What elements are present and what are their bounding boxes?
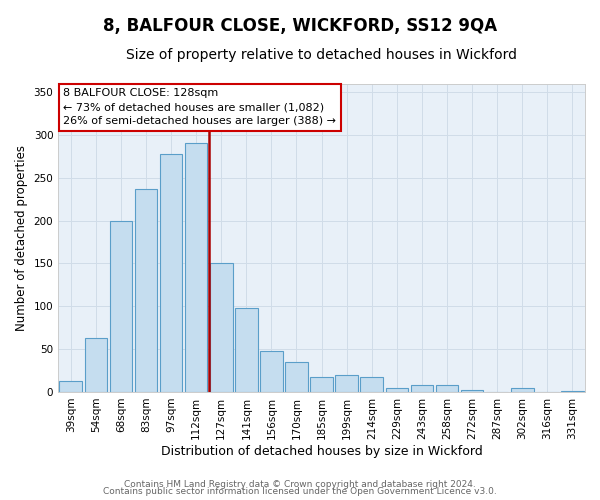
Bar — [110, 220, 132, 392]
Title: Size of property relative to detached houses in Wickford: Size of property relative to detached ho… — [126, 48, 517, 62]
Bar — [235, 308, 257, 392]
Bar — [59, 381, 82, 392]
X-axis label: Distribution of detached houses by size in Wickford: Distribution of detached houses by size … — [161, 444, 482, 458]
Bar — [285, 362, 308, 392]
Bar — [310, 376, 333, 392]
Bar — [461, 390, 484, 392]
Bar — [185, 142, 208, 392]
Bar — [210, 264, 233, 392]
Bar — [436, 385, 458, 392]
Bar — [134, 189, 157, 392]
Bar — [361, 376, 383, 392]
Y-axis label: Number of detached properties: Number of detached properties — [15, 144, 28, 330]
Bar — [335, 375, 358, 392]
Bar — [85, 338, 107, 392]
Bar — [410, 385, 433, 392]
Bar — [260, 351, 283, 392]
Bar — [561, 391, 584, 392]
Bar — [511, 388, 533, 392]
Text: Contains HM Land Registry data © Crown copyright and database right 2024.: Contains HM Land Registry data © Crown c… — [124, 480, 476, 489]
Bar — [160, 154, 182, 392]
Text: 8, BALFOUR CLOSE, WICKFORD, SS12 9QA: 8, BALFOUR CLOSE, WICKFORD, SS12 9QA — [103, 18, 497, 36]
Text: 8 BALFOUR CLOSE: 128sqm
← 73% of detached houses are smaller (1,082)
26% of semi: 8 BALFOUR CLOSE: 128sqm ← 73% of detache… — [64, 88, 337, 126]
Bar — [386, 388, 408, 392]
Text: Contains public sector information licensed under the Open Government Licence v3: Contains public sector information licen… — [103, 487, 497, 496]
